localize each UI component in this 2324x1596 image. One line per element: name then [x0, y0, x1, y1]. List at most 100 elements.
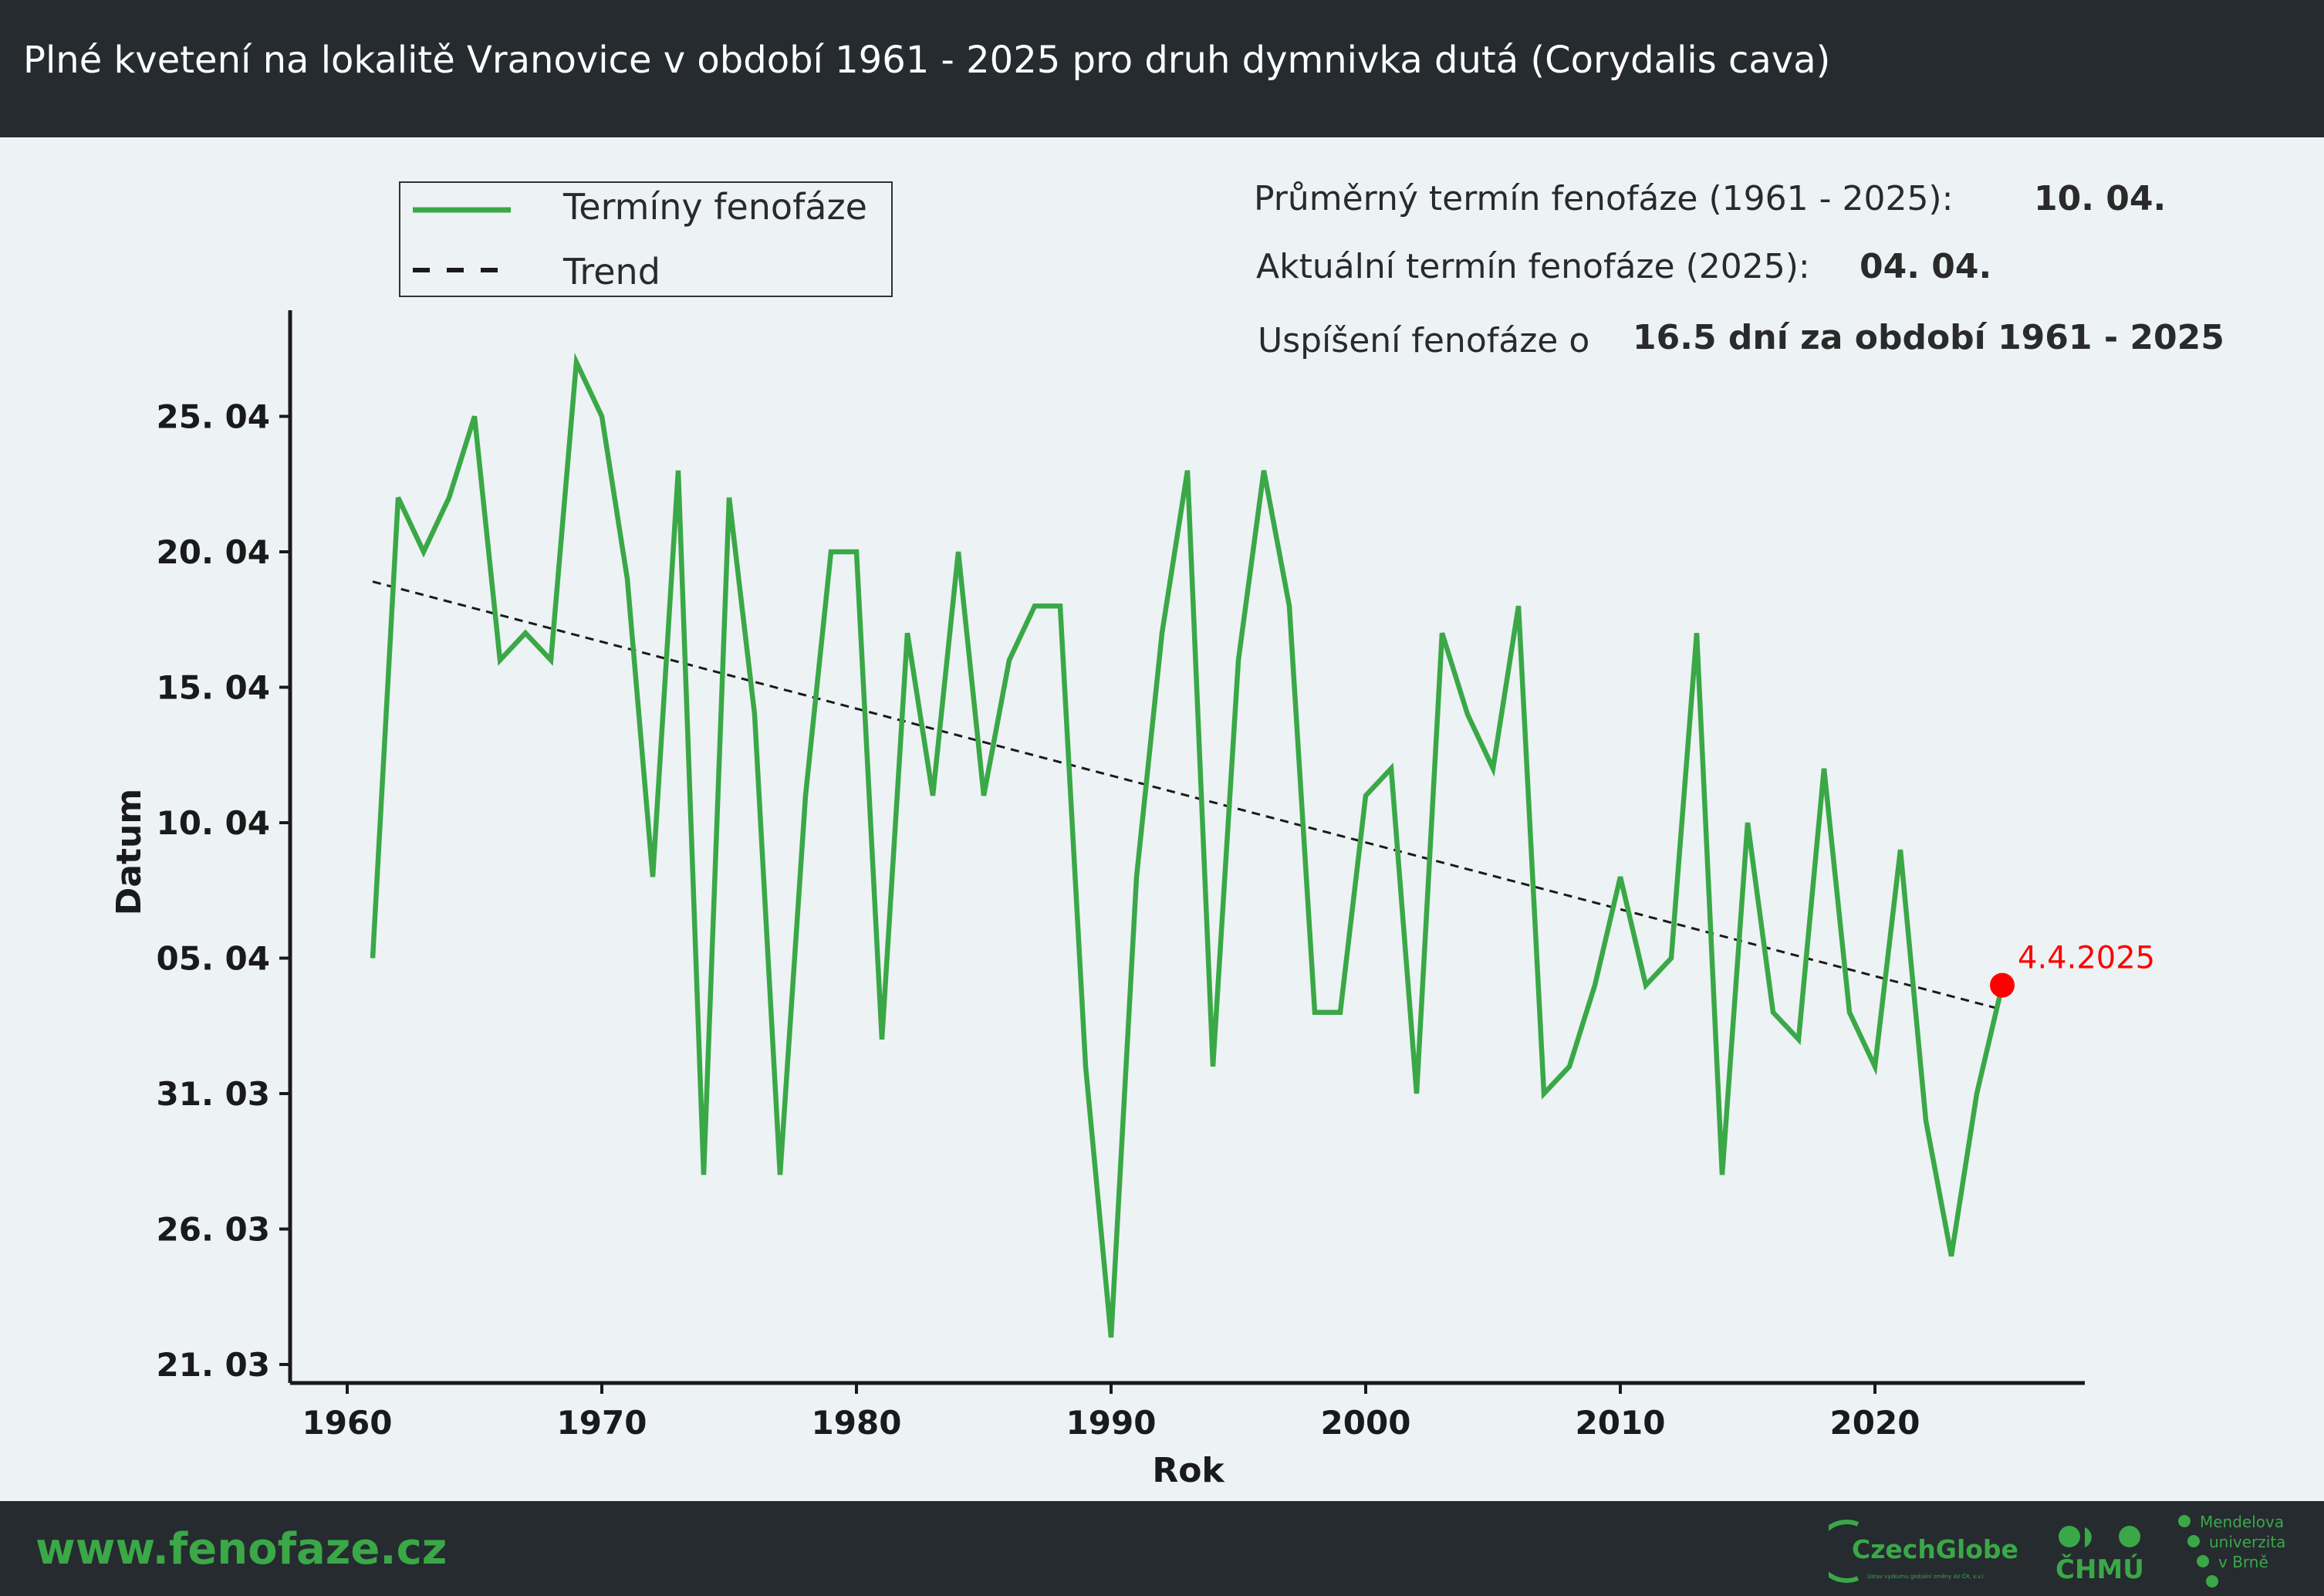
website-link[interactable]: www.fenofaze.cz — [35, 1524, 448, 1574]
data-point — [1873, 1064, 1877, 1069]
data-point — [854, 549, 859, 554]
czechglobe-logo-subtitle: Ústav výzkumu globální změny AV ČR, v.v.… — [1867, 1573, 1985, 1580]
y-tick-label: 21. 03 — [157, 1346, 270, 1384]
x-tick-label: 1960 — [302, 1404, 393, 1442]
data-point — [1083, 1064, 1088, 1069]
data-point — [421, 549, 426, 554]
mendel-logo-line-3: v Brně — [2218, 1553, 2268, 1571]
avg-term-label: Průměrný termín fenofáze (1961 - 2025): — [1254, 179, 1953, 218]
data-point — [1491, 766, 1495, 771]
data-point — [1847, 1010, 1852, 1015]
data-point — [396, 495, 400, 500]
legend-series-label: Termíny fenofáze — [562, 186, 867, 228]
current-term-label: Aktuální termín fenofáze (2025): — [1256, 247, 1810, 286]
mendel-dot-icon — [2197, 1555, 2209, 1567]
data-point — [1363, 793, 1368, 798]
data-point — [574, 360, 579, 364]
data-point — [1389, 766, 1393, 771]
mendel-dot-icon — [2187, 1535, 2200, 1547]
data-point — [650, 874, 655, 879]
x-tick-label: 1970 — [557, 1404, 647, 1442]
y-axis-ticks: 21. 03 26. 03 31. 03 05. 04 10. 04 15. 04 20. … — [157, 398, 290, 1384]
y-tick-label: 20. 04 — [157, 533, 270, 571]
y-tick-label: 25. 04 — [157, 398, 270, 436]
data-point — [676, 468, 681, 473]
chmu-dot-icon — [2119, 1526, 2140, 1547]
data-point — [752, 712, 757, 717]
x-tick-label: 2010 — [1576, 1404, 1666, 1442]
data-point — [1618, 874, 1623, 879]
x-tick-label: 1980 — [812, 1404, 902, 1442]
x-axis-title: Rok — [1152, 1451, 1225, 1490]
data-point — [1007, 658, 1012, 662]
data-point — [778, 1172, 782, 1177]
data-point — [1185, 468, 1190, 473]
data-point — [1134, 874, 1139, 879]
current-term-value: 04. 04. — [1860, 247, 1991, 286]
data-point — [1745, 820, 1750, 825]
data-point — [1898, 847, 1903, 852]
chmu-logo: ČHMÚ — [2055, 1526, 2144, 1585]
data-point — [1058, 604, 1062, 608]
page-title: Plné kvetení na lokalitě Vranovice v obd… — [23, 39, 1831, 82]
current-year-label: 4.4.2025 — [2018, 941, 2155, 976]
data-point — [981, 793, 986, 798]
legend-box — [399, 181, 893, 297]
data-point — [880, 1037, 884, 1042]
chmu-half-icon — [2085, 1527, 2092, 1547]
shift-value: 16.5 dní za období 1961 - 2025 — [1633, 318, 2224, 357]
data-point — [1720, 1172, 1724, 1177]
data-point — [600, 414, 604, 419]
data-point — [1643, 983, 1648, 988]
series-layer: 4.4.2025 — [370, 352, 2155, 1340]
mendel-dot-icon — [2178, 1515, 2191, 1527]
data-point — [701, 1172, 706, 1177]
data-point — [498, 658, 502, 662]
phenology-line-chart: Termíny fenofáze Trend Průměrný termín f… — [110, 179, 2224, 1490]
data-point — [1516, 604, 1521, 608]
data-point — [1211, 1064, 1215, 1069]
data-point — [1160, 631, 1164, 635]
data-point — [1236, 658, 1241, 662]
data-point — [370, 956, 375, 961]
mendel-logo: Mendelova univerzita v Brně — [2178, 1513, 2285, 1588]
data-point — [1109, 1335, 1113, 1340]
legend-trend-label: Trend — [562, 251, 660, 292]
data-point — [905, 631, 910, 635]
y-axis-title: Datum — [110, 789, 149, 915]
data-point — [1924, 1118, 1928, 1123]
x-axis-ticks: 1960 1970 1980 1990 2000 2010 2020 — [302, 1383, 1920, 1442]
legend: Termíny fenofáze Trend — [399, 181, 893, 297]
data-point — [931, 793, 935, 798]
data-point — [1032, 604, 1037, 608]
phenophase-series-line — [370, 352, 2005, 1338]
y-tick-label: 05. 04 — [157, 940, 270, 978]
data-point — [1669, 956, 1674, 961]
y-tick-label: 31. 03 — [157, 1075, 270, 1113]
y-tick-label: 10. 04 — [157, 804, 270, 842]
mendel-dot-icon — [2206, 1575, 2218, 1588]
data-point — [625, 577, 630, 581]
data-point — [1542, 1091, 1546, 1096]
data-point — [1567, 1064, 1572, 1069]
data-point — [1287, 604, 1292, 608]
data-point — [829, 549, 833, 554]
current-year-marker — [1990, 972, 2015, 998]
chmu-dot-icon — [2059, 1526, 2080, 1547]
y-tick-label: 26. 03 — [157, 1211, 270, 1249]
data-point — [1414, 1091, 1419, 1096]
data-point — [1974, 1091, 1979, 1096]
data-point — [472, 414, 477, 419]
x-tick-label: 2000 — [1321, 1404, 1411, 1442]
header-bar: Plné kvetení na lokalitě Vranovice v obd… — [0, 0, 2324, 137]
avg-term-value: 10. 04. — [2034, 179, 2166, 218]
y-tick-label: 15. 04 — [157, 669, 270, 707]
footer-bar: www.fenofaze.cz CzechGlobe Ústav výzkumu… — [0, 1501, 2324, 1596]
czechglobe-logo-text: CzechGlobe — [1852, 1534, 2018, 1564]
data-point — [1771, 1010, 1775, 1015]
data-point — [1822, 766, 1826, 771]
data-point — [1440, 631, 1444, 635]
data-point — [1796, 1037, 1801, 1042]
data-point — [523, 631, 528, 635]
x-tick-label: 2020 — [1830, 1404, 1920, 1442]
